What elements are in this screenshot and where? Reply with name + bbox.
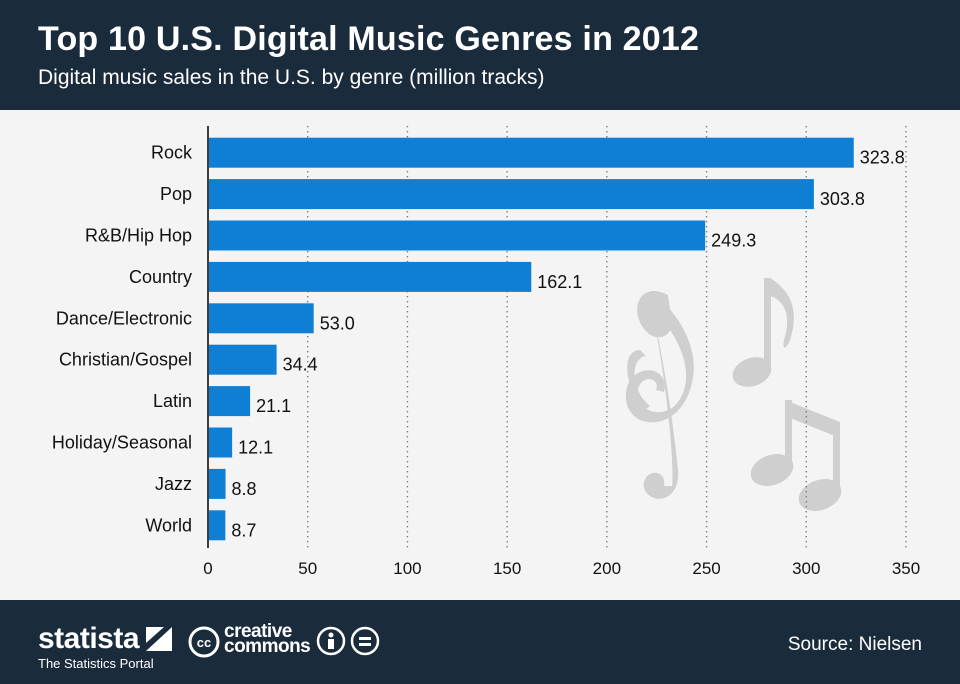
- category-label: Country: [129, 267, 192, 287]
- category-labels: Rock Pop R&B/Hip Hop Country Dance/Electroni…: [52, 143, 193, 536]
- bars: [209, 137, 854, 541]
- chart-subtitle: Digital music sales in the U.S. by genre…: [38, 66, 545, 89]
- category-label: Holiday/Seasonal: [52, 433, 192, 453]
- value-label: 323.8: [860, 148, 905, 168]
- bar: [209, 386, 251, 417]
- bar: [209, 427, 233, 458]
- category-label: R&B/Hip Hop: [85, 226, 192, 246]
- beamed-notes-icon: [750, 400, 842, 511]
- attribution-icon: [316, 626, 346, 656]
- x-tick-label: 250: [692, 559, 720, 578]
- x-tick-label: 300: [792, 559, 820, 578]
- cc-line-1: creative: [224, 621, 292, 642]
- category-label: Jazz: [155, 474, 192, 494]
- bar: [209, 220, 706, 251]
- chart-title: Top 10 U.S. Digital Music Genres in 2012: [38, 20, 700, 58]
- statista-mark-icon: [146, 627, 172, 651]
- source-note: Source: Nielsen: [787, 634, 922, 655]
- bar: [209, 468, 226, 499]
- treble-clef-icon: [625, 290, 694, 499]
- no-derivatives-icon: [350, 626, 380, 656]
- category-label: World: [145, 515, 192, 535]
- bar: [209, 179, 814, 210]
- cc-line-2: commons: [224, 636, 311, 657]
- value-label: 8.7: [231, 520, 256, 540]
- footer: statista The Statistics Portal cc creati…: [0, 600, 960, 684]
- category-label: Latin: [153, 391, 192, 411]
- x-tick-label: 350: [892, 559, 920, 578]
- value-label: 8.8: [232, 479, 257, 499]
- value-label: 249.3: [711, 231, 756, 251]
- bar-chart: Rock Pop R&B/Hip Hop Country Dance/Electroni…: [52, 126, 920, 578]
- bar: [209, 261, 532, 292]
- cc-icon: cc: [188, 626, 220, 658]
- x-tick-label: 200: [593, 559, 621, 578]
- x-axis-ticks: 0 50 100 150 200 250 300 350: [203, 559, 920, 578]
- value-label: 53.0: [320, 313, 355, 333]
- bar: [209, 137, 854, 168]
- eighth-note-icon: [732, 278, 794, 387]
- category-label: Pop: [160, 184, 192, 204]
- value-label: 303.8: [820, 189, 865, 209]
- x-tick-label: 0: [203, 559, 212, 578]
- chart-area: Rock Pop R&B/Hip Hop Country Dance/Electroni…: [0, 110, 960, 600]
- x-tick-label: 50: [298, 559, 317, 578]
- bar: [209, 344, 277, 375]
- value-label: 162.1: [537, 272, 582, 292]
- header: Top 10 U.S. Digital Music Genres in 2012…: [0, 0, 960, 110]
- value-label: 34.4: [283, 355, 318, 375]
- value-labels: 323.8 303.8 249.3 162.1 53.0 34.4 21.1 12.1 8.8 8…: [231, 148, 904, 541]
- statista-tagline: The Statistics Portal: [38, 656, 154, 671]
- music-notes-decoration: [625, 278, 842, 511]
- value-label: 21.1: [256, 396, 291, 416]
- x-tick-label: 150: [493, 559, 521, 578]
- x-tick-label: 100: [393, 559, 421, 578]
- statista-logo[interactable]: statista: [38, 622, 140, 655]
- category-label: Rock: [151, 143, 193, 163]
- bar: [209, 303, 314, 334]
- cc-text: creative commons: [224, 621, 311, 657]
- category-label: Dance/Electronic: [56, 308, 192, 328]
- value-label: 12.1: [238, 438, 273, 458]
- category-label: Christian/Gospel: [59, 350, 192, 370]
- svg-text:cc: cc: [197, 635, 211, 650]
- bar: [209, 510, 226, 541]
